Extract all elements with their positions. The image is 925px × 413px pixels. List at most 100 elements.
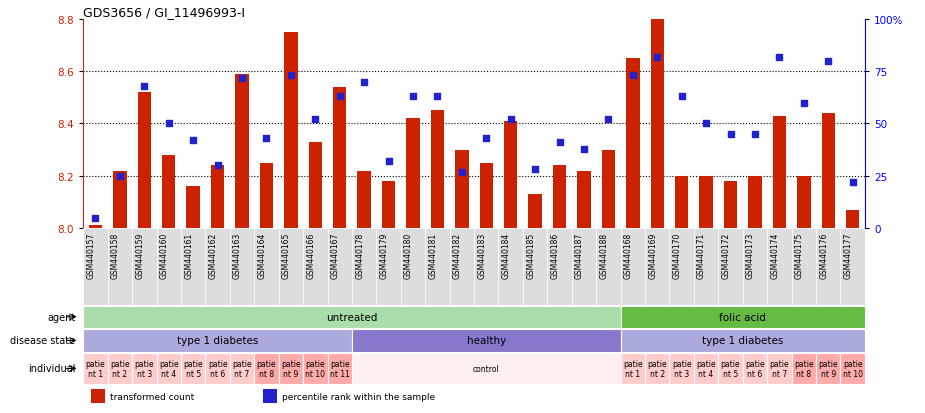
Bar bbox=[572, 228, 597, 305]
Bar bbox=[187, 187, 200, 228]
Text: healthy: healthy bbox=[466, 336, 506, 346]
Bar bbox=[645, 228, 670, 305]
Bar bbox=[278, 353, 303, 384]
Point bbox=[161, 121, 176, 128]
Text: patie
nt 3: patie nt 3 bbox=[672, 359, 692, 378]
Text: patie
nt 8: patie nt 8 bbox=[256, 359, 277, 378]
Point bbox=[430, 94, 445, 100]
Bar bbox=[694, 353, 719, 384]
Point bbox=[405, 94, 420, 100]
Bar bbox=[450, 228, 474, 305]
Bar bbox=[548, 228, 572, 305]
Point bbox=[88, 215, 103, 221]
Text: GSM440184: GSM440184 bbox=[501, 232, 511, 278]
Bar bbox=[181, 353, 205, 384]
Text: GSM440166: GSM440166 bbox=[306, 232, 315, 278]
Bar bbox=[205, 353, 229, 384]
Text: GSM440178: GSM440178 bbox=[355, 232, 364, 278]
Bar bbox=[797, 176, 810, 228]
Bar bbox=[767, 353, 792, 384]
Bar bbox=[235, 75, 249, 228]
Point bbox=[576, 146, 591, 152]
Text: patie
nt 3: patie nt 3 bbox=[134, 359, 154, 378]
Text: patie
nt 1: patie nt 1 bbox=[86, 359, 105, 378]
Bar bbox=[211, 166, 224, 228]
Bar bbox=[499, 228, 523, 305]
Bar bbox=[455, 150, 469, 228]
Point bbox=[186, 138, 201, 144]
Bar bbox=[406, 119, 420, 228]
Bar bbox=[699, 176, 713, 228]
Bar bbox=[724, 181, 737, 228]
Text: patie
nt 2: patie nt 2 bbox=[110, 359, 130, 378]
Bar bbox=[597, 228, 621, 305]
Point bbox=[601, 117, 616, 123]
Text: agent: agent bbox=[47, 312, 76, 322]
Text: patie
nt 1: patie nt 1 bbox=[623, 359, 643, 378]
Bar bbox=[284, 33, 298, 228]
Bar bbox=[156, 228, 181, 305]
Bar bbox=[181, 228, 205, 305]
Text: GSM440160: GSM440160 bbox=[160, 232, 168, 278]
Text: patie
nt 11: patie nt 11 bbox=[330, 359, 350, 378]
Bar bbox=[426, 228, 450, 305]
Text: patie
nt 5: patie nt 5 bbox=[721, 359, 740, 378]
Bar bbox=[719, 353, 743, 384]
Text: GSM440175: GSM440175 bbox=[795, 232, 804, 278]
Bar bbox=[89, 226, 102, 228]
Bar bbox=[626, 59, 639, 228]
Bar bbox=[504, 121, 517, 228]
Text: GSM440164: GSM440164 bbox=[257, 232, 266, 278]
Text: untreated: untreated bbox=[327, 312, 377, 322]
Bar bbox=[327, 228, 352, 305]
Bar bbox=[577, 171, 591, 228]
Point bbox=[503, 117, 518, 123]
Text: patie
nt 10: patie nt 10 bbox=[305, 359, 326, 378]
Text: disease state: disease state bbox=[10, 336, 76, 346]
Bar bbox=[431, 111, 444, 228]
Point bbox=[698, 121, 713, 128]
Bar bbox=[357, 171, 371, 228]
Bar bbox=[352, 353, 621, 384]
Bar bbox=[303, 353, 327, 384]
Text: patie
nt 7: patie nt 7 bbox=[232, 359, 252, 378]
Bar bbox=[132, 228, 156, 305]
Text: GSM440173: GSM440173 bbox=[746, 232, 755, 278]
Bar bbox=[303, 228, 327, 305]
Text: type 1 diabetes: type 1 diabetes bbox=[702, 336, 783, 346]
Bar bbox=[621, 306, 865, 328]
Bar bbox=[107, 228, 132, 305]
Bar bbox=[621, 228, 645, 305]
Text: type 1 diabetes: type 1 diabetes bbox=[177, 336, 258, 346]
Text: folic acid: folic acid bbox=[720, 312, 766, 322]
Bar bbox=[229, 228, 254, 305]
Point bbox=[454, 169, 469, 176]
Point bbox=[308, 117, 323, 123]
Bar bbox=[229, 353, 254, 384]
Text: patie
nt 9: patie nt 9 bbox=[281, 359, 301, 378]
Bar bbox=[621, 353, 645, 384]
Point bbox=[113, 173, 128, 180]
Text: patie
nt 6: patie nt 6 bbox=[746, 359, 765, 378]
Text: individual: individual bbox=[28, 363, 76, 373]
Bar bbox=[743, 353, 767, 384]
Bar bbox=[792, 228, 816, 305]
Bar bbox=[333, 88, 347, 228]
Text: GSM440177: GSM440177 bbox=[844, 232, 853, 278]
Point bbox=[552, 140, 567, 146]
Text: GSM440174: GSM440174 bbox=[771, 232, 780, 278]
Point bbox=[625, 73, 640, 80]
Text: GDS3656 / GI_11496993-I: GDS3656 / GI_11496993-I bbox=[83, 6, 245, 19]
Bar bbox=[553, 166, 566, 228]
Bar bbox=[767, 228, 792, 305]
Bar bbox=[254, 228, 278, 305]
Bar bbox=[263, 389, 278, 404]
Text: GSM440171: GSM440171 bbox=[697, 232, 706, 278]
Point bbox=[674, 94, 689, 100]
Bar bbox=[309, 142, 322, 228]
Bar bbox=[719, 228, 743, 305]
Bar bbox=[621, 330, 865, 352]
Point bbox=[528, 167, 543, 173]
Bar bbox=[138, 93, 151, 228]
Text: GSM440162: GSM440162 bbox=[209, 232, 217, 278]
